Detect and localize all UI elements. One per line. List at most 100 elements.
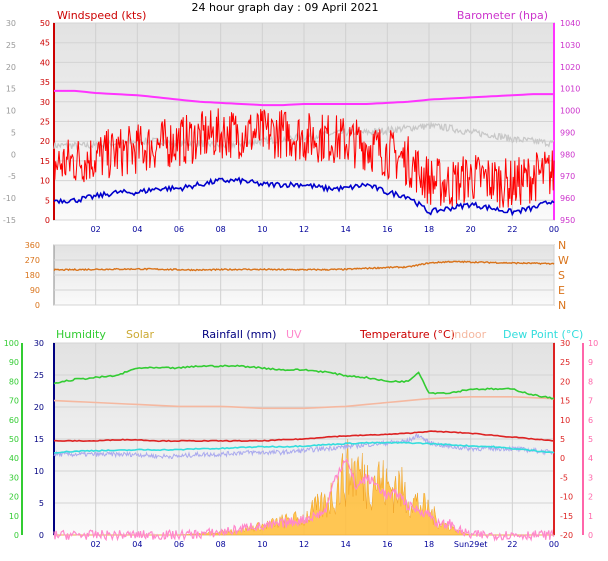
x-tick-label: 04 <box>132 225 142 234</box>
outer-left-tick-label: -10 <box>3 194 16 203</box>
x-tick-label: 14 <box>341 540 351 549</box>
compass-label: N <box>558 239 566 252</box>
x-tick-label: 12 <box>299 225 309 234</box>
humidity-tick-label: 90 <box>9 358 19 367</box>
windspeed-tick-label: 10 <box>40 177 50 186</box>
humidity-tick-label: 60 <box>9 416 19 425</box>
barometer-tick-label: 970 <box>560 172 575 181</box>
outer-left-tick-label: 30 <box>6 19 16 28</box>
uv-line <box>53 458 555 542</box>
rainfall-tick-label: 25 <box>34 371 44 380</box>
x-tick-label: 00 <box>549 225 559 234</box>
legend-entry: Rainfall (mm) <box>202 328 276 341</box>
temperature-tick-label: 0 <box>560 454 565 463</box>
barometer-line <box>54 89 554 107</box>
windspeed-tick-label: 0 <box>45 216 50 225</box>
legend-entry: Solar <box>126 328 155 341</box>
barometer-tick-label: 1000 <box>560 107 580 116</box>
outer-left-tick-label: 0 <box>11 150 16 159</box>
humidity-line <box>53 364 555 400</box>
uv-tick-label: 0 <box>588 531 593 540</box>
uv-tick-label: 5 <box>588 435 593 444</box>
legend-entry: Temperature (°C) <box>359 328 455 341</box>
x-tick-label: 02 <box>91 540 101 549</box>
temperature-tick-label: 10 <box>560 416 570 425</box>
windspeed-tick-label: 20 <box>40 137 50 146</box>
temperature-tick-label: 20 <box>560 377 570 386</box>
compass-label: S <box>558 269 565 282</box>
windspeed-axis-label: Windspeed (kts) <box>57 9 146 22</box>
humidity-tick-label: 100 <box>4 339 19 348</box>
wind-direction-line <box>53 260 555 272</box>
barometer-tick-label: 1040 <box>560 19 580 28</box>
chart-title: 24 hour graph day : 09 April 2021 <box>192 1 379 14</box>
rainfall-tick-label: 20 <box>34 403 44 412</box>
x-tick-label: 14 <box>341 225 351 234</box>
temperature-tick-label: 15 <box>560 397 570 406</box>
direction-tick-label: 180 <box>25 271 40 280</box>
humidity-tick-label: 30 <box>9 473 19 482</box>
compass-label: E <box>558 284 565 297</box>
x-tick-label: 16 <box>382 540 392 549</box>
uv-tick-label: 10 <box>588 339 598 348</box>
x-tick-label: 10 <box>257 225 267 234</box>
barometer-tick-label: 1020 <box>560 63 580 72</box>
compass-label: N <box>558 299 566 312</box>
temperature-tick-label: 30 <box>560 339 570 348</box>
wind-average-line <box>53 176 555 217</box>
legend-entry: UV <box>286 328 302 341</box>
x-tick-label: 18 <box>424 540 434 549</box>
outer-left-tick-label: -15 <box>3 216 16 225</box>
humidity-tick-label: 70 <box>9 397 19 406</box>
x-tick-label: 00 <box>549 540 559 549</box>
uv-tick-label: 2 <box>588 493 593 502</box>
x-tick-label: 08 <box>216 540 226 549</box>
rainfall-tick-label: 15 <box>34 435 44 444</box>
uv-tick-label: 3 <box>588 473 593 482</box>
legend-entry: Indoor <box>451 328 487 341</box>
wind-panel: 02 04 06 08 10 12 14 16 18 20 22 00 0 5 10 15 20 25 30 35 4… <box>3 9 580 234</box>
windspeed-line <box>53 108 555 208</box>
x-tick-label: 16 <box>382 225 392 234</box>
windspeed-tick-label: 50 <box>40 19 50 28</box>
rainfall-tick-label: 30 <box>34 339 44 348</box>
direction-tick-label: 360 <box>25 241 40 250</box>
humidity-tick-label: 0 <box>14 531 19 540</box>
compass-label: W <box>558 254 569 267</box>
rainfall-tick-label: 5 <box>39 499 44 508</box>
temperature-tick-label: -20 <box>560 531 573 540</box>
windspeed-tick-label: 5 <box>45 196 50 205</box>
direction-tick-label: 270 <box>25 256 40 265</box>
outer-left-tick-label: -5 <box>8 172 16 181</box>
x-tick-label: 12 <box>299 540 309 549</box>
humidity-tick-label: 40 <box>9 454 19 463</box>
temperature-tick-label: -15 <box>560 512 573 521</box>
x-tick-label: 02 <box>91 225 101 234</box>
barometer-tick-label: 990 <box>560 128 575 137</box>
x-tick-label: 18 <box>424 225 434 234</box>
barometer-tick-label: 960 <box>560 194 575 203</box>
windspeed-tick-label: 40 <box>40 58 50 67</box>
temperature-tick-label: 25 <box>560 358 570 367</box>
direction-tick-label: 0 <box>35 301 40 310</box>
humidity-tick-label: 20 <box>9 493 19 502</box>
uv-tick-label: 4 <box>588 454 593 463</box>
temperature-tick-label: -10 <box>560 493 573 502</box>
temperature-tick-label: 5 <box>560 435 565 444</box>
barometer-tick-label: 950 <box>560 216 575 225</box>
humidity-tick-label: 10 <box>9 512 19 521</box>
outer-left-tick-label: 25 <box>6 41 16 50</box>
x-tick-label: 22 <box>507 225 517 234</box>
uv-tick-label: 6 <box>588 416 593 425</box>
humidity-tick-label: 80 <box>9 377 19 386</box>
windspeed-tick-label: 30 <box>40 98 50 107</box>
rainfall-tick-label: 10 <box>34 467 44 476</box>
windspeed-tick-label: 35 <box>40 78 50 87</box>
barometer-tick-label: 1030 <box>560 41 580 50</box>
barometer-axis-label: Barometer (hpa) <box>457 9 548 22</box>
x-tick-label: 06 <box>174 225 184 234</box>
x-tick-label: 04 <box>132 540 142 549</box>
outer-left-tick-label: 5 <box>11 128 16 137</box>
uv-tick-label: 8 <box>588 377 593 386</box>
